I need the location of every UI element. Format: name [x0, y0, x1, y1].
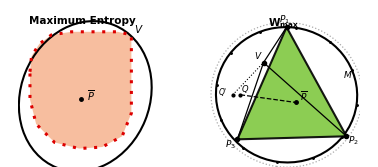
Text: $P_1$: $P_1$	[279, 14, 290, 26]
Text: $P_2$: $P_2$	[348, 135, 359, 147]
Text: V: V	[254, 52, 260, 61]
Polygon shape	[237, 27, 347, 139]
Text: $\overline{P}$: $\overline{P}$	[301, 89, 308, 103]
Text: V: V	[135, 25, 142, 35]
Text: M: M	[344, 71, 351, 80]
Text: Q: Q	[242, 85, 249, 94]
Text: $\overline{P}$: $\overline{P}$	[87, 88, 95, 103]
Text: Maximum Entropy: Maximum Entropy	[29, 16, 136, 26]
Text: $P_3$: $P_3$	[225, 138, 236, 150]
Text: Q': Q'	[219, 88, 227, 97]
Polygon shape	[30, 32, 132, 149]
Text: $\mathbf{W}_{\mathbf{max}}$: $\mathbf{W}_{\mathbf{max}}$	[268, 16, 299, 30]
